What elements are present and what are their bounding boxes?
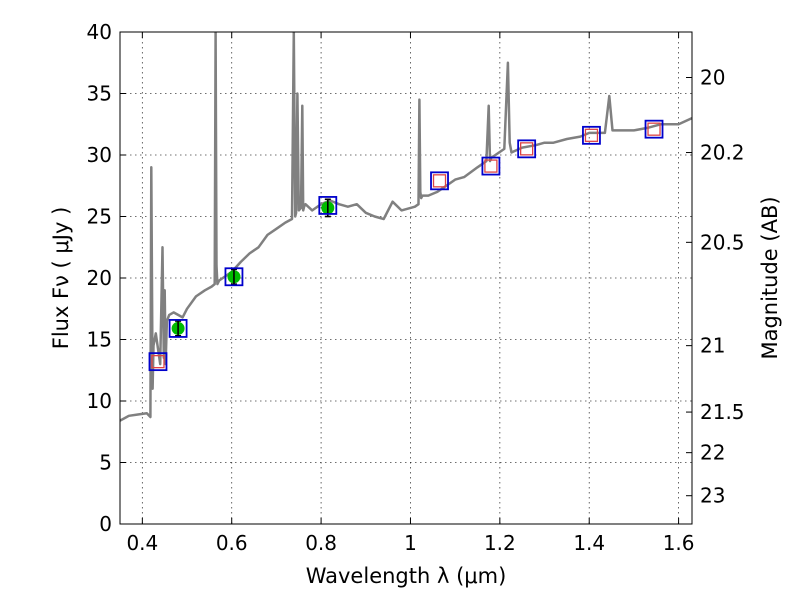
y2-tick-label: 23 bbox=[700, 484, 725, 508]
synthetic-photometry-marker bbox=[168, 319, 188, 338]
y-tick-label: 0 bbox=[99, 512, 112, 536]
synthetic-photometry-marker bbox=[224, 267, 244, 287]
y2-axis-label: Magnitude (AB) bbox=[758, 196, 782, 359]
upper-limit-marker bbox=[432, 174, 447, 188]
upper-limit-marker bbox=[647, 122, 661, 136]
y-tick-label: 30 bbox=[87, 143, 112, 167]
synthetic-photometry-marker bbox=[517, 139, 537, 159]
y2-tick-label: 21 bbox=[700, 334, 725, 358]
y2-tick-label: 20.2 bbox=[700, 141, 745, 165]
x-tick-label: 0.4 bbox=[126, 531, 158, 555]
synthetic-photometry-marker bbox=[644, 119, 664, 139]
y-tick-label: 35 bbox=[87, 82, 112, 106]
y2-tick-label: 20 bbox=[700, 66, 725, 90]
x-tick-label: 0.8 bbox=[305, 531, 337, 555]
y-tick-label: 25 bbox=[87, 205, 112, 229]
spectrum-layer bbox=[120, 32, 692, 422]
x-tick-label: 1 bbox=[404, 531, 417, 555]
grid bbox=[120, 31, 692, 525]
upper-limit-marker bbox=[151, 354, 165, 369]
synthetic-photometry-marker bbox=[318, 196, 338, 215]
y-tick-label: 5 bbox=[99, 451, 112, 475]
marker-layer bbox=[148, 119, 664, 372]
y2-tick-label: 21.5 bbox=[700, 400, 745, 424]
upper-limit-marker bbox=[484, 159, 498, 173]
tick-layer: 0.4 0.6 0.8 1 1.2 1.4 1.6 0 5 10 15 20 25 30 35 40 20 20.… bbox=[87, 20, 745, 555]
x-tick-label: 1.2 bbox=[484, 531, 516, 555]
synthetic-photometry-marker bbox=[148, 352, 168, 372]
y-tick-label: 15 bbox=[87, 328, 112, 352]
y-tick-label: 10 bbox=[87, 389, 112, 413]
upper-limit-marker bbox=[520, 142, 534, 156]
synthetic-photometry-marker bbox=[430, 171, 449, 191]
y2-tick-label: 20.5 bbox=[700, 230, 745, 254]
synthetic-photometry-marker bbox=[481, 156, 501, 176]
synthetic-photometry-marker bbox=[582, 125, 601, 145]
upper-limit-marker bbox=[584, 128, 599, 142]
x-tick-label: 1.6 bbox=[663, 531, 695, 555]
y-tick-label: 40 bbox=[87, 20, 112, 44]
y-axis-label: Flux Fν ( μJy ) bbox=[49, 207, 73, 350]
y2-tick-label: 22 bbox=[700, 441, 725, 465]
model-spectrum-line bbox=[120, 32, 692, 422]
x-axis-label: Wavelength λ (μm) bbox=[306, 564, 507, 588]
x-tick-label: 1.4 bbox=[573, 531, 605, 555]
x-tick-label: 0.6 bbox=[216, 531, 248, 555]
y-tick-label: 20 bbox=[87, 266, 112, 290]
